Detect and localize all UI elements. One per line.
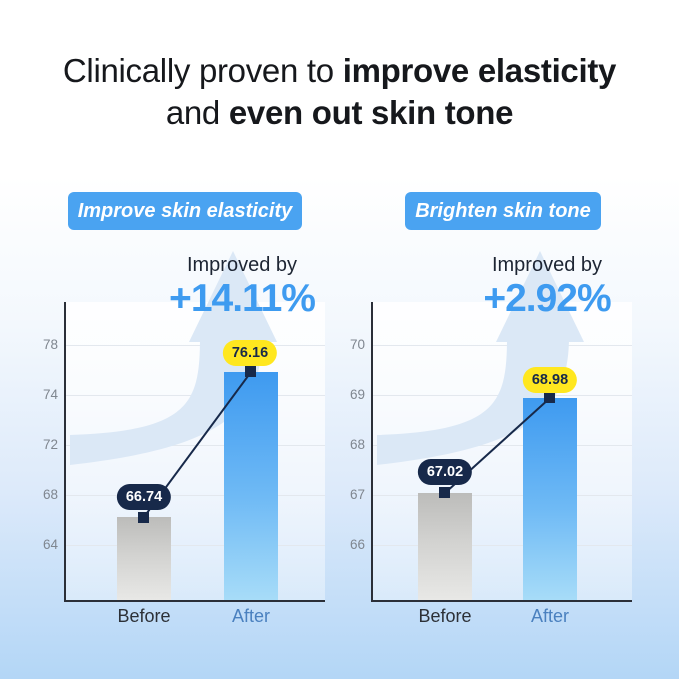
value-pill-after: 68.98 <box>522 367 578 393</box>
gridline <box>66 345 325 346</box>
value-pill-after: 76.16 <box>222 340 278 366</box>
gridline <box>66 495 325 496</box>
data-point-marker <box>439 487 450 498</box>
data-point-marker <box>138 512 149 523</box>
gridline <box>373 545 632 546</box>
page-title: Clinically proven to improve elasticity … <box>0 50 679 134</box>
badge-brighten-tone: Brighten skin tone <box>405 192 601 230</box>
bar-after <box>523 398 577 600</box>
improved-by-label-left: Improved by <box>186 254 298 276</box>
y-tick: 78 <box>42 337 58 352</box>
y-tick: 70 <box>349 337 365 352</box>
improvement-percent-right: +2.92% <box>483 277 611 320</box>
bar-before <box>117 517 171 600</box>
title-line1-bold: improve elasticity <box>342 52 617 89</box>
x-label-before: Before <box>117 606 171 626</box>
bar-before <box>418 493 472 600</box>
gridline <box>373 345 632 346</box>
up-arrow-watermark <box>377 251 584 465</box>
improvement-percent-left: +14.11% <box>169 277 316 320</box>
y-tick: 74 <box>42 387 58 402</box>
x-label-after: After <box>530 606 569 626</box>
y-tick: 68 <box>42 487 58 502</box>
value-pill-before: 67.02 <box>417 459 473 485</box>
title-line1-regular: Clinically proven to <box>62 52 343 89</box>
badge-improve-elasticity: Improve skin elasticity <box>68 192 302 230</box>
bar-after <box>224 372 278 600</box>
title-line2-bold: even out skin tone <box>228 94 514 131</box>
gridline <box>66 445 325 446</box>
x-label-before: Before <box>418 606 472 626</box>
y-tick: 69 <box>349 387 365 402</box>
gridline <box>373 445 632 446</box>
up-arrow-watermark <box>70 251 277 465</box>
title-line2-regular: and <box>165 94 229 131</box>
value-pill-before: 66.74 <box>116 484 172 510</box>
x-label-after: After <box>231 606 270 626</box>
improved-by-label-right: Improved by <box>491 254 603 276</box>
y-tick: 68 <box>349 437 365 452</box>
gridline <box>373 495 632 496</box>
gridline <box>66 545 325 546</box>
y-tick: 72 <box>42 437 58 452</box>
data-point-marker <box>544 392 555 403</box>
y-tick: 64 <box>42 537 58 552</box>
y-tick: 66 <box>349 537 365 552</box>
y-tick: 67 <box>349 487 365 502</box>
data-point-marker <box>245 366 256 377</box>
